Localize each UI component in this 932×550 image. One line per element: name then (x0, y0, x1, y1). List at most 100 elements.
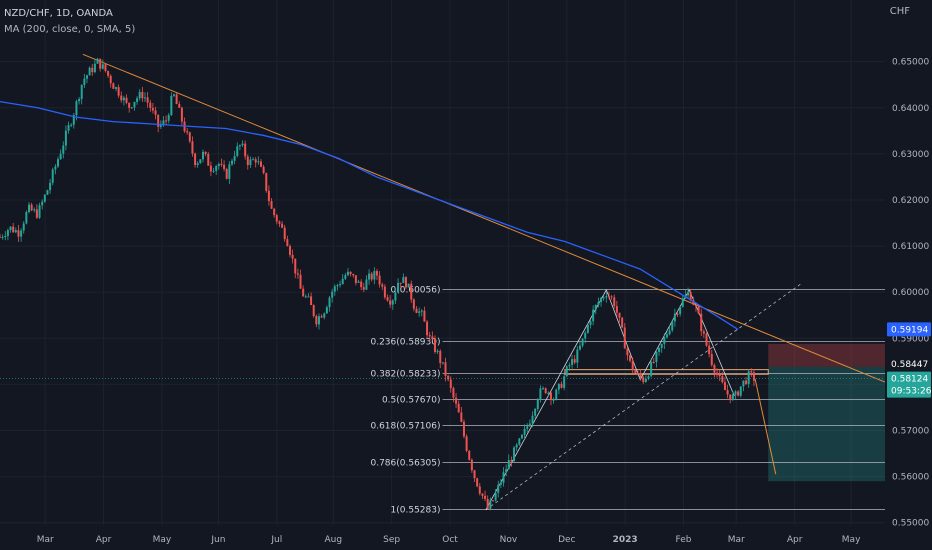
candle-body (368, 273, 371, 280)
candle-body (531, 415, 534, 424)
candle-body (344, 275, 347, 279)
rising-trendline (485, 284, 801, 511)
candle-body (697, 306, 700, 314)
candle-body (723, 382, 726, 391)
price-tick-label: 0.55000 (892, 519, 929, 529)
ma-value-text: 0.59194 (891, 325, 928, 335)
candle-body (658, 347, 661, 353)
candle-body (1, 236, 4, 238)
candle-body (468, 450, 471, 460)
candle-body (692, 300, 695, 305)
time-tick-label: Apr (787, 535, 803, 545)
candle-body (552, 399, 555, 401)
candle-body (610, 296, 613, 298)
candle-body (159, 124, 162, 127)
candle-body (745, 380, 748, 384)
candle-body (489, 500, 492, 509)
time-tick-label: Sep (383, 535, 400, 545)
time-tick-label: Apr (96, 535, 112, 545)
candle-body (296, 273, 299, 275)
candle-body (141, 91, 144, 99)
candle-body (650, 361, 653, 377)
candle-body (80, 84, 83, 99)
fib-level-label: 0.382(0.58233) (370, 370, 440, 380)
time-tick-label: Dec (558, 535, 575, 545)
candle-body (302, 288, 305, 297)
time-axis[interactable]: Mar Apr May Jun Jul Aug Sep Oct Nov Dec 2023 Feb Mar… (37, 535, 861, 545)
candle-body (747, 371, 750, 384)
candle-body (687, 292, 690, 296)
candle-body (647, 376, 650, 379)
time-tick-label: Jul (270, 535, 282, 545)
candle-body (523, 428, 526, 435)
candle-body (310, 296, 313, 306)
candle-body (660, 343, 663, 348)
candle-body (568, 364, 571, 367)
candle-body (83, 78, 86, 85)
candle-body (510, 459, 513, 462)
fib-level-label: 1(0.55283) (391, 506, 441, 516)
candle-body (191, 141, 194, 154)
candle-body (354, 275, 357, 283)
candle-body (275, 215, 278, 222)
candle-body (571, 359, 574, 365)
candle-body (455, 397, 458, 404)
candle-body (389, 300, 392, 305)
candle-body (729, 394, 732, 400)
candle-body (170, 95, 173, 116)
time-tick-label: Feb (676, 535, 692, 545)
candle-body (157, 114, 160, 127)
candle-body (618, 312, 621, 318)
candle-body (267, 190, 270, 202)
candle-body (399, 282, 402, 284)
candle-body (257, 161, 260, 163)
price-axis[interactable]: 0.65000 0.64000 0.63000 0.62000 0.61000 0.600… (892, 58, 929, 529)
candle-body (109, 75, 112, 84)
candle-body (478, 486, 481, 494)
candle-body (49, 182, 52, 191)
candle-body (652, 361, 655, 363)
indicator-legend[interactable]: MA (200, close, 0, SMA, 5) (4, 24, 136, 35)
candle-body (721, 376, 724, 383)
fib-level-label: 0.5(0.57670) (382, 396, 441, 406)
time-tick-label: Mar (728, 535, 745, 545)
candle-body (196, 163, 199, 165)
candle-body (412, 299, 415, 309)
candle-body (502, 472, 505, 483)
candle-body (130, 107, 133, 109)
time-tick-label: May (153, 535, 172, 545)
candle-body (223, 164, 226, 169)
ma-200-line (0, 100, 739, 331)
candle-body (718, 374, 721, 377)
fib-level-label: 0(0.60056) (391, 286, 441, 296)
candle-body (204, 151, 207, 154)
ma-value-badge (887, 322, 931, 337)
price-tick-label: 0.62000 (892, 196, 929, 206)
candle-body (125, 97, 128, 103)
candle-body (681, 298, 684, 307)
candle-body (594, 304, 597, 310)
candle-body (486, 498, 489, 509)
candle-body (663, 337, 666, 344)
candle-body (426, 321, 429, 336)
time-tick-label: Jun (210, 535, 225, 545)
price-badges: 0.59194 0.58447 0.58124 09:53:26 (0, 322, 932, 398)
candle-body (407, 283, 410, 288)
candle-body (481, 493, 484, 496)
candle-body (573, 359, 576, 363)
candle-body (365, 279, 368, 290)
projection-line (754, 378, 777, 475)
candle-body (6, 230, 9, 236)
candle-body (112, 83, 115, 89)
symbol-title[interactable]: NZD/CHF, 1D, OANDA (4, 8, 113, 19)
candle-body (62, 145, 65, 154)
drawing-lines (82, 53, 886, 511)
candlestick-series (0, 57, 755, 511)
descending-trendline (82, 53, 886, 383)
candle-body (133, 101, 136, 108)
candle-body (634, 370, 637, 374)
candle-body (233, 155, 236, 161)
candle-body (423, 310, 426, 322)
candle-body (491, 500, 494, 502)
